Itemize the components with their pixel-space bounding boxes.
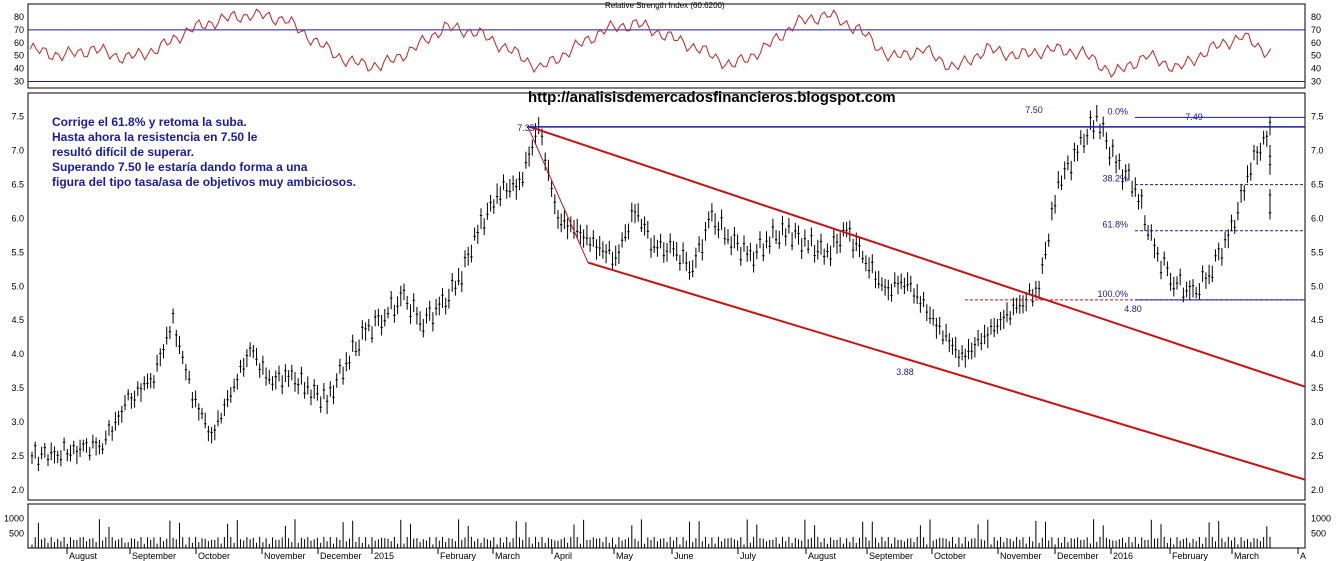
price-tick-label-left: 3.5: [11, 383, 24, 393]
fibonacci-label: 0.0%: [1107, 106, 1128, 116]
price-tick-label-left: 2.0: [11, 485, 24, 495]
note-line: resultó difícil de superar.: [52, 145, 195, 159]
volume-tick-label-right: 500: [1311, 528, 1326, 538]
rsi-tick-label-right: 40: [1311, 64, 1321, 74]
price-tick-label-right: 5.0: [1311, 281, 1324, 291]
month-label: December: [320, 551, 362, 561]
rsi-tick-label-right: 70: [1311, 25, 1321, 35]
month-label: December: [1057, 551, 1099, 561]
rsi-tick-label-right: 30: [1311, 77, 1321, 87]
channel-connector: [527, 126, 589, 263]
price-panel-frame: [27, 92, 1306, 501]
month-label: September: [132, 551, 176, 561]
price-annotation: 7.50: [1025, 105, 1043, 115]
month-label: February: [1172, 551, 1209, 561]
price-tick-label-left: 6.5: [11, 180, 24, 190]
month-label: May: [616, 551, 634, 561]
price-tick-label-right: 7.0: [1311, 146, 1324, 156]
volume-tick-label-left: 500: [9, 528, 24, 538]
price-tick-label-left: 7.5: [11, 112, 24, 122]
source-url[interactable]: http://analisisdemercadosfinancieros.blo…: [528, 89, 896, 106]
month-label: 2015: [374, 551, 394, 561]
price-tick-label-right: 7.5: [1311, 112, 1324, 122]
fibonacci-label: 100.0%: [1097, 289, 1128, 299]
price-tick-label-left: 3.0: [11, 417, 24, 427]
rsi-tick-label-left: 50: [14, 51, 24, 61]
rsi-tick-label-left: 70: [14, 25, 24, 35]
price-annotation: 7.35: [517, 123, 535, 133]
month-label: October: [934, 551, 966, 561]
fibonacci-label: 61.8%: [1102, 220, 1128, 230]
price-tick-label-left: 4.0: [11, 349, 24, 359]
rsi-tick-label-right: 50: [1311, 51, 1321, 61]
analysis-note: Corrige el 61.8% y retoma la suba. Hasta…: [52, 115, 412, 190]
month-label: June: [674, 551, 694, 561]
price-tick-label-left: 2.5: [11, 451, 24, 461]
rsi-series-line: [29, 8, 1272, 78]
price-tick-label-right: 6.5: [1311, 180, 1324, 190]
price-annotation: 7.49: [1185, 112, 1203, 122]
price-tick-label-left: 6.0: [11, 213, 24, 223]
channel-upper-line: [529, 125, 1306, 388]
volume-bars: [31, 519, 1271, 548]
month-label: November: [1000, 551, 1042, 561]
price-tick-label-right: 5.5: [1311, 247, 1324, 257]
price-annotation: 3.88: [896, 367, 914, 377]
price-candles: [30, 105, 1272, 472]
month-label: August: [69, 551, 98, 561]
price-tick-label-left: 4.5: [11, 315, 24, 325]
volume-panel-frame: [27, 503, 1306, 549]
price-annotation: 4.80: [1124, 304, 1142, 314]
rsi-title: Relative Strength Index (60.6200): [605, 1, 725, 10]
price-tick-label-right: 6.0: [1311, 213, 1324, 223]
fibonacci-label: 38.2%: [1102, 174, 1128, 184]
price-tick-label-right: 2.5: [1311, 451, 1324, 461]
month-label: A: [1300, 551, 1306, 561]
rsi-panel-frame: [27, 3, 1306, 89]
rsi-tick-label-right: 80: [1311, 12, 1321, 22]
price-tick-label-left: 5.0: [11, 281, 24, 291]
month-label: March: [1234, 551, 1259, 561]
price-tick-label-right: 3.5: [1311, 383, 1324, 393]
month-label: September: [869, 551, 913, 561]
volume-tick-label-left: 1000: [4, 514, 24, 524]
volume-tick-label-right: 1000: [1311, 514, 1331, 524]
price-tick-label-left: 5.5: [11, 247, 24, 257]
rsi-tick-label-left: 60: [14, 38, 24, 48]
note-line: Hasta ahora la resistencia en 7.50 le: [52, 130, 258, 144]
price-tick-label-left: 7.0: [11, 146, 24, 156]
note-line: Superando 7.50 le estaría dando forma a …: [52, 160, 308, 174]
month-label: February: [440, 551, 477, 561]
price-tick-label-right: 3.0: [1311, 417, 1324, 427]
price-tick-label-right: 4.0: [1311, 349, 1324, 359]
note-line: figura del tipo tasa/asa de objetivos mu…: [52, 175, 357, 189]
month-label: August: [808, 551, 837, 561]
rsi-tick-label-right: 60: [1311, 38, 1321, 48]
month-label: October: [198, 551, 230, 561]
channel-lower-line: [587, 261, 1306, 481]
price-tick-label-right: 2.0: [1311, 485, 1324, 495]
price-tick-label-right: 4.5: [1311, 315, 1324, 325]
note-line: Corrige el 61.8% y retoma la suba.: [52, 115, 247, 129]
month-label: March: [495, 551, 520, 561]
rsi-tick-label-left: 80: [14, 12, 24, 22]
month-label: April: [554, 551, 572, 561]
rsi-tick-label-left: 40: [14, 64, 24, 74]
rsi-tick-label-left: 30: [14, 77, 24, 87]
month-label: July: [740, 551, 757, 561]
month-label: 2016: [1113, 551, 1133, 561]
month-label: November: [264, 551, 306, 561]
